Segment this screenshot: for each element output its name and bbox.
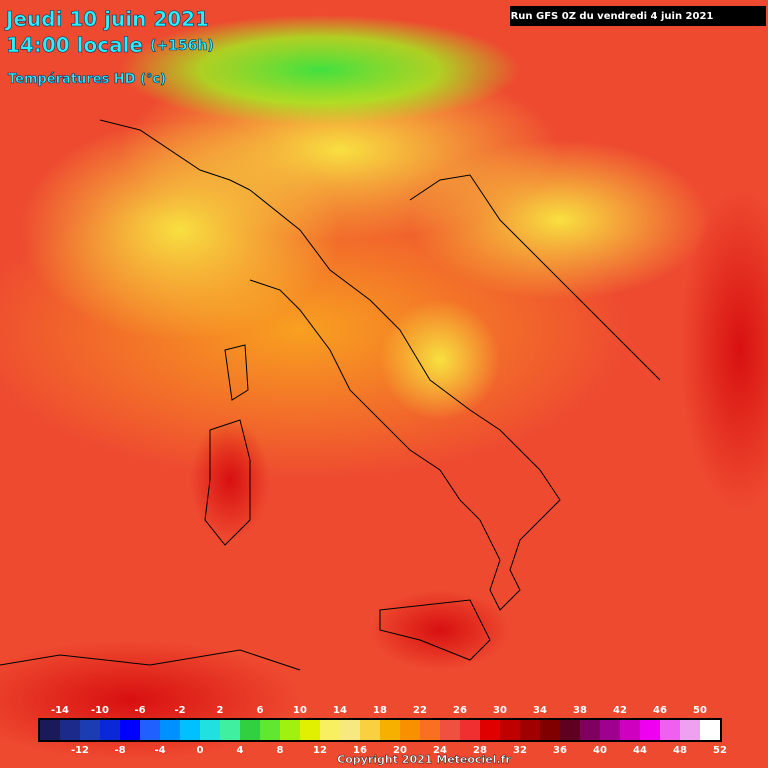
run-box	[510, 6, 766, 26]
legend-label: 42	[613, 705, 627, 716]
legend-swatch	[400, 720, 420, 740]
legend-label: -4	[154, 745, 165, 756]
legend-label: 0	[197, 745, 204, 756]
legend-label: 4	[237, 745, 244, 756]
legend-swatch	[320, 720, 340, 740]
run-info: Run GFS 0Z du vendredi 4 juin 2021	[511, 11, 714, 22]
legend-label: 12	[313, 745, 327, 756]
legend-label: 24	[433, 745, 447, 756]
legend-label: -6	[134, 705, 145, 716]
legend-swatch	[680, 720, 700, 740]
legend-label: 50	[693, 705, 707, 716]
legend-label: 2	[217, 705, 224, 716]
legend-swatch	[620, 720, 640, 740]
legend-swatch	[480, 720, 500, 740]
legend-swatch	[100, 720, 120, 740]
legend-swatch	[600, 720, 620, 740]
legend-label: 6	[257, 705, 264, 716]
legend-swatch	[40, 720, 60, 740]
legend-swatch	[660, 720, 680, 740]
legend-label: 52	[713, 745, 727, 756]
legend-label: 14	[333, 705, 347, 716]
legend-label: 30	[493, 705, 507, 716]
legend-label: 48	[673, 745, 687, 756]
legend-swatch	[560, 720, 580, 740]
legend-label: 18	[373, 705, 387, 716]
legend-label: 32	[513, 745, 527, 756]
legend-swatch	[440, 720, 460, 740]
legend-label: -8	[114, 745, 125, 756]
copyright: Copyright 2021 Meteociel.fr	[337, 753, 511, 766]
legend-swatch	[180, 720, 200, 740]
legend-swatch	[700, 720, 720, 740]
title: Jeudi 10 juin 2021	[4, 7, 209, 31]
legend-label: -14	[51, 705, 69, 716]
legend-label: 20	[393, 745, 407, 756]
legend-label: 44	[633, 745, 647, 756]
legend-swatch	[280, 720, 300, 740]
variable: Températures HD (°c)	[8, 72, 166, 87]
legend-label: 36	[553, 745, 567, 756]
legend-swatch	[640, 720, 660, 740]
legend-label: 40	[593, 745, 607, 756]
legend-swatch	[460, 720, 480, 740]
legend-swatch	[580, 720, 600, 740]
legend-swatch	[420, 720, 440, 740]
legend-swatch	[300, 720, 320, 740]
legend-label: 28	[473, 745, 487, 756]
legend-swatch	[80, 720, 100, 740]
subtitle: 14:00 locale	[6, 33, 143, 57]
legend-label: 26	[453, 705, 467, 716]
legend-swatch	[520, 720, 540, 740]
coastlines	[0, 119, 661, 671]
legend-label: -12	[71, 745, 89, 756]
legend-swatch	[260, 720, 280, 740]
legend-swatch	[500, 720, 520, 740]
legend-swatch	[120, 720, 140, 740]
legend-label: 16	[353, 745, 367, 756]
legend-swatch	[220, 720, 240, 740]
legend-label: -2	[174, 705, 185, 716]
legend-swatch	[240, 720, 260, 740]
legend-swatch	[340, 720, 360, 740]
legend-swatch	[160, 720, 180, 740]
legend-label: 10	[293, 705, 307, 716]
legend-label: 46	[653, 705, 667, 716]
legend-label: 38	[573, 705, 587, 716]
legend-swatch	[380, 720, 400, 740]
legend-label: -10	[91, 705, 109, 716]
legend-swatch	[360, 720, 380, 740]
legend-swatch	[140, 720, 160, 740]
legend-label: 34	[533, 705, 547, 716]
legend-swatch	[60, 720, 80, 740]
legend-swatch	[200, 720, 220, 740]
lead-time: (+156h)	[150, 38, 214, 54]
legend-label: 22	[413, 705, 427, 716]
legend-label: 8	[277, 745, 284, 756]
legend: -14-12-10-8-6-4-202468101214161820222426…	[38, 705, 727, 756]
legend-swatch	[540, 720, 560, 740]
